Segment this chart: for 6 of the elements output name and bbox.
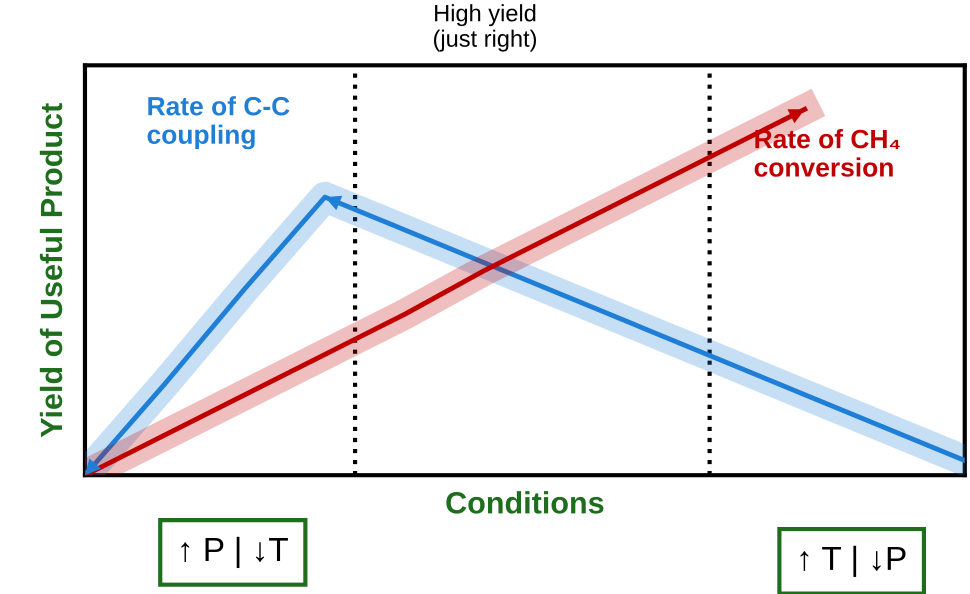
text: ↑ P | ↓T [181, 536, 288, 568]
x-axis-title: Conditions [446, 491, 604, 514]
text: High yield (just right) [434, 4, 536, 52]
y-axis-title: Yield of Useful Product [40, 103, 62, 438]
text: Rate of C-C coupling [148, 96, 290, 150]
text: ↑ T | ↓P [800, 546, 906, 577]
